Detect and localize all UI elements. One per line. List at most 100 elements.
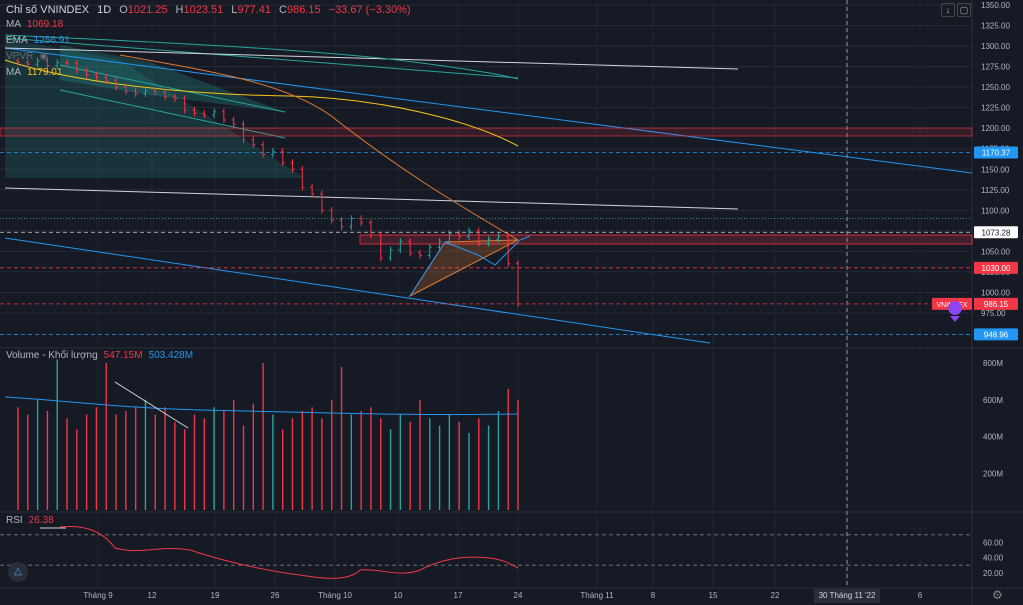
price-badge <box>974 261 1018 274</box>
legend-ema-name: EMA <box>6 35 28 46</box>
time-tick-label: 26 <box>271 591 280 600</box>
trendline-blue-upper <box>4 47 973 174</box>
price-badge <box>974 297 1018 310</box>
trendline-white-upper <box>4 47 739 70</box>
ma-orange-line <box>119 54 519 241</box>
price-tick-label: 1000.00 <box>981 288 1010 297</box>
location-pin-icon <box>948 301 963 322</box>
price-badge <box>974 146 1018 159</box>
legend-ma1-value: 1069.18 <box>27 19 64 30</box>
ohlc-close-label: C <box>279 4 287 16</box>
time-tick-label: Tháng 10 <box>318 591 352 600</box>
rsi-tick-label: 20.00 <box>983 569 1004 578</box>
ma-yellow-line <box>4 59 519 147</box>
time-tick-label: 30 Tháng 11 '22 <box>819 591 876 600</box>
channel-line-1 <box>59 64 286 113</box>
time-tick-label: Tháng 9 <box>83 591 113 600</box>
legend-ma2[interactable]: MA 1179.01 <box>6 67 62 78</box>
ohlc-high: 1023.51 <box>183 4 224 16</box>
volume-tick-label: 800M <box>983 359 1003 368</box>
legend-ema-value: 1256.91 <box>33 35 70 46</box>
symbol-title[interactable]: Chỉ số VNINDEX <box>6 4 90 16</box>
time-tick-label: 6 <box>918 591 923 600</box>
volume-ma-line <box>4 396 519 416</box>
time-tick-label: 12 <box>148 591 157 600</box>
rsi-line <box>59 526 519 579</box>
time-tick-label: 22 <box>771 591 780 600</box>
ohlc-close: 986.15 <box>286 4 321 16</box>
legend-ma2-name: MA <box>6 67 21 78</box>
channel-fill-inner <box>60 45 285 112</box>
price-badge-label: 986.15 <box>984 300 1009 309</box>
legend-volume[interactable]: Volume - Khối lượng 547.15M 503.428M <box>6 350 193 361</box>
price-tick-label: 975.00 <box>981 309 1006 318</box>
pattern-path <box>409 235 531 297</box>
scroll-down-button[interactable]: ↓ <box>941 3 955 17</box>
price-badge-label: 1170.37 <box>982 149 1011 158</box>
ohlc-open: 1021.25 <box>127 4 168 16</box>
eye-hidden-icon[interactable]: ◉ <box>39 51 48 62</box>
rsi-tick-label: 40.00 <box>983 554 1004 563</box>
price-tick-label: 1050.00 <box>981 247 1010 256</box>
interval[interactable]: 1D <box>97 4 112 16</box>
triangle-pattern <box>408 239 519 298</box>
price-tick-label: 1350.00 <box>981 1 1010 10</box>
time-tick-label: 15 <box>709 591 718 600</box>
price-tick-label: 1250.00 <box>981 83 1010 92</box>
legend-rsi[interactable]: RSI 26.38 <box>6 515 54 526</box>
price-badge-label: 1030.00 <box>982 264 1011 273</box>
supply-zone <box>359 234 973 245</box>
legend-vpvr[interactable]: VPVR ◉ <box>6 51 48 62</box>
time-tick-label: 24 <box>514 591 523 600</box>
channel-fill <box>5 38 305 178</box>
legend-vpvr-name: VPVR <box>6 51 34 62</box>
volume-tick-label: 600M <box>983 396 1003 405</box>
time-tick-label: 19 <box>211 591 220 600</box>
legend-ma1[interactable]: MA 1069.18 <box>6 19 63 30</box>
rsi-tick-label: 60.00 <box>983 538 1004 547</box>
price-badge <box>974 328 1018 341</box>
ohlc-high-label: H <box>175 4 184 16</box>
time-tick-label: 10 <box>394 591 403 600</box>
legend-ema[interactable]: EMA 1256.91 <box>6 35 70 46</box>
ohlc-low: 977.41 <box>237 4 272 16</box>
settings-gear-icon[interactable]: ⚙ <box>992 588 1003 602</box>
crosshair-date-box <box>814 589 880 603</box>
ohlc-open-label: O <box>119 4 128 16</box>
price-tick-label: 1150.00 <box>981 165 1010 174</box>
time-tick-label: 8 <box>651 591 656 600</box>
volume-tick-label: 200M <box>983 469 1003 478</box>
legend-volume-value2: 503.428M <box>148 350 194 361</box>
channel-line-2 <box>59 89 286 139</box>
price-tick-label: 1125.00 <box>981 186 1010 195</box>
legend-volume-name: Volume - Khối lượng <box>6 350 98 361</box>
legend-rsi-value: 26.38 <box>28 515 54 526</box>
price-badge <box>974 226 1018 239</box>
time-tick-label: 17 <box>454 591 463 600</box>
fullscreen-button[interactable]: ▢ <box>957 3 971 17</box>
ema-teal-line <box>4 34 519 80</box>
tradingview-logo-icon[interactable]: △ <box>8 562 28 582</box>
legend-rsi-name: RSI <box>6 515 23 526</box>
chart-header: Chỉ số VNINDEX 1D O 1021.25 H 1023.51 L 977… <box>6 4 411 16</box>
trendline-white-lower <box>4 187 739 210</box>
price-tick-label: 1225.00 <box>981 104 1010 113</box>
ohlc-low-label: L <box>231 4 238 16</box>
volume-arrow-line <box>114 381 189 429</box>
legend-ma1-name: MA <box>6 19 21 30</box>
price-badge-label: 948.96 <box>984 330 1009 339</box>
price-tick-label: 1200.00 <box>981 124 1010 133</box>
trendline-blue-lower <box>4 237 711 344</box>
time-tick-label: Tháng 11 <box>580 591 614 600</box>
price-tick-label: 1325.00 <box>981 22 1010 31</box>
trendline-teal <box>4 37 519 79</box>
legend-volume-value1: 547.15M <box>103 350 143 361</box>
price-tick-label: 1100.00 <box>981 206 1010 215</box>
volume-tick-label: 400M <box>983 433 1003 442</box>
price-tick-label: 1275.00 <box>981 63 1010 72</box>
price-badge-label: 1073.28 <box>982 228 1011 237</box>
price-tick-label: 1300.00 <box>981 42 1010 51</box>
legend-ma2-value: 1179.01 <box>27 67 63 78</box>
ohlc-change: −33.67 (−3.30%) <box>328 4 411 16</box>
